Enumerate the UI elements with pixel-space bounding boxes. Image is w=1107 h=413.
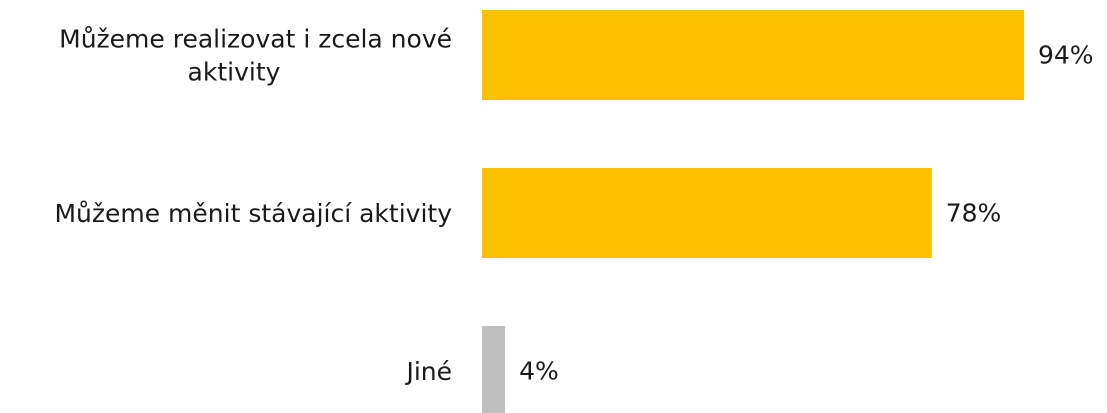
- category-label-2: Jiné: [404, 357, 452, 386]
- category-label-line: Jiné: [404, 357, 452, 386]
- value-labels-layer: 94% 78% 4%: [519, 41, 1094, 386]
- value-label-2: 4%: [519, 357, 559, 386]
- value-label-0: 94%: [1038, 41, 1094, 70]
- bars-layer: [482, 10, 1024, 413]
- category-label-line: Můžeme realizovat i zcela nové: [59, 24, 452, 53]
- category-label-0: Můžeme realizovat i zcela nové aktivity: [59, 24, 452, 86]
- bar-2: [482, 326, 506, 413]
- category-label-line: aktivity: [188, 57, 281, 86]
- bar-1: [482, 168, 932, 258]
- category-label-1: Můžeme měnit stávající aktivity: [54, 199, 452, 228]
- category-labels-layer: Můžeme realizovat i zcela nové aktivityMů…: [54, 24, 452, 386]
- value-label-1: 78%: [946, 199, 1002, 228]
- bar-0: [482, 10, 1024, 100]
- category-label-line: Můžeme měnit stávající aktivity: [54, 199, 452, 228]
